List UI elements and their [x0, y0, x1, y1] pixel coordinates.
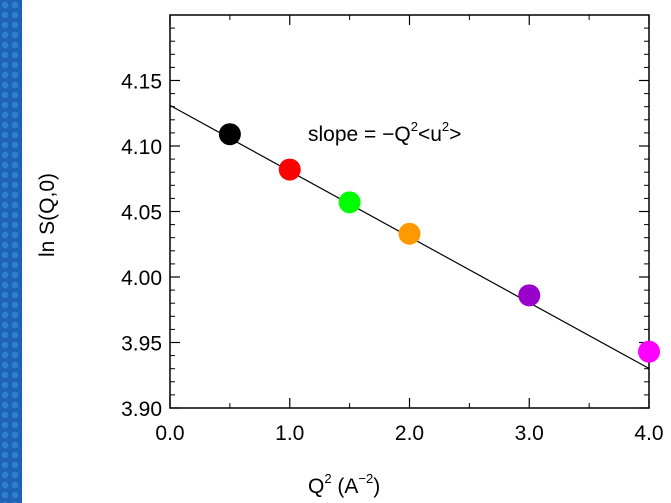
y-tick-label: 3.90 — [121, 398, 162, 421]
x-tick-label: 2.0 — [395, 422, 424, 445]
scatter-chart: 0.0 1.0 2.0 3.0 4.0 3.90 3.95 4.00 4.05 4.10 4.15… — [36, 14, 664, 498]
chart-panel: 0.0 1.0 2.0 3.0 4.0 3.90 3.95 4.00 4.05 4.10 4.15… — [22, 0, 671, 503]
x-tick-label: 4.0 — [634, 422, 663, 445]
y-tick-label: 4.15 — [121, 71, 162, 94]
y-tick-label: 4.05 — [121, 202, 162, 225]
x-tick-label: 3.0 — [515, 422, 544, 445]
data-points — [218, 123, 660, 363]
data-point — [398, 222, 421, 245]
y-tick-label: 3.95 — [121, 333, 162, 356]
data-point — [518, 284, 541, 307]
y-tick-label: 4.00 — [121, 267, 162, 290]
slope-annotation: slope = −Q2<u2> — [308, 119, 461, 146]
minor-ticks — [170, 15, 649, 408]
y-axis-label: ln S(Q,0) — [36, 173, 59, 257]
x-axis-label: Q2 (A−2) — [308, 471, 380, 498]
x-ticks: 0.0 1.0 2.0 3.0 4.0 — [155, 15, 664, 445]
y-ticks: 3.90 3.95 4.00 4.05 4.10 4.15 — [121, 71, 649, 421]
data-point — [278, 158, 301, 181]
y-tick-label: 4.10 — [121, 136, 162, 159]
data-point — [218, 123, 241, 146]
x-tick-label: 0.0 — [155, 422, 184, 445]
x-tick-label: 1.0 — [275, 422, 304, 445]
plot-frame — [169, 14, 650, 409]
data-point — [638, 340, 660, 363]
data-point — [338, 191, 361, 214]
